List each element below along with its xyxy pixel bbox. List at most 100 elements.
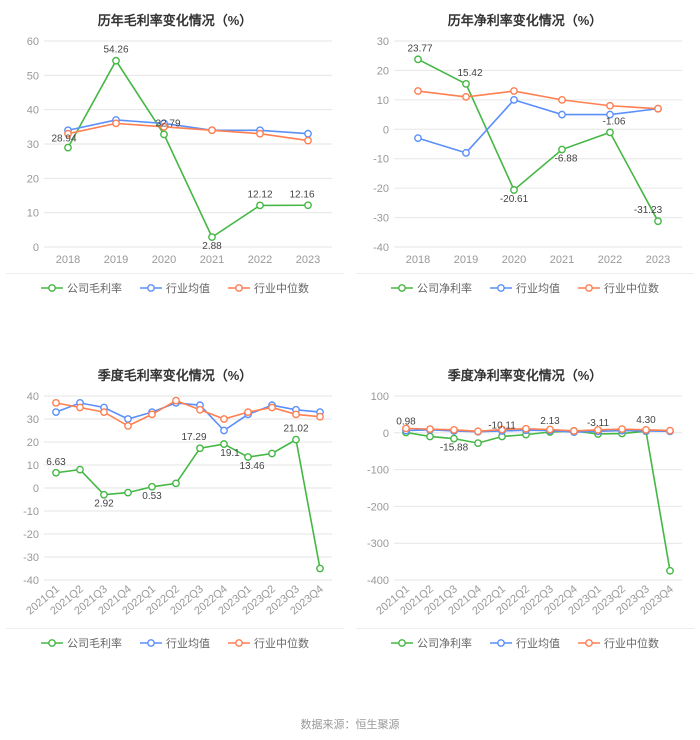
legend-marker-icon bbox=[140, 282, 162, 294]
svg-text:-20: -20 bbox=[23, 529, 39, 541]
legend: 公司毛利率行业均值行业中位数 bbox=[6, 273, 344, 304]
legend-item: 行业均值 bbox=[140, 280, 210, 296]
svg-text:10: 10 bbox=[377, 95, 389, 107]
svg-text:17.29: 17.29 bbox=[181, 432, 206, 443]
svg-text:2018: 2018 bbox=[56, 254, 80, 266]
svg-text:19.1: 19.1 bbox=[220, 448, 240, 459]
svg-text:-15.88: -15.88 bbox=[440, 443, 469, 454]
chart-area: -40-30-20-100102030402021Q12021Q22021Q32… bbox=[6, 386, 344, 626]
legend-label: 行业中位数 bbox=[604, 280, 659, 296]
legend: 公司净利率 行业均值 行业中位数 bbox=[356, 628, 694, 659]
svg-text:60: 60 bbox=[27, 36, 39, 48]
svg-text:32.79: 32.79 bbox=[155, 118, 180, 129]
panel-bottom-left: 季度毛利率变化情况（%） -40-30-20-100102030402021Q1… bbox=[0, 355, 350, 710]
svg-text:0: 0 bbox=[383, 428, 389, 440]
data-source-footer: 数据来源：恒生聚源 bbox=[0, 710, 700, 740]
legend-item: 行业均值 bbox=[490, 280, 560, 296]
panel-title: 历年净利率变化情况（%） bbox=[356, 10, 694, 29]
svg-text:0: 0 bbox=[383, 124, 389, 136]
legend-marker-icon bbox=[578, 637, 600, 649]
svg-text:23.77: 23.77 bbox=[407, 43, 432, 54]
panel-title: 历年毛利率变化情况（%） bbox=[6, 10, 344, 29]
svg-text:2.92: 2.92 bbox=[94, 499, 114, 510]
svg-text:-20.61: -20.61 bbox=[500, 194, 529, 205]
chart-grid: 历年毛利率变化情况（%） 010203040506020182019202020… bbox=[0, 0, 700, 710]
svg-text:2019: 2019 bbox=[454, 254, 478, 266]
svg-text:-100: -100 bbox=[367, 465, 389, 477]
svg-text:2.88: 2.88 bbox=[202, 241, 222, 252]
legend-marker-icon bbox=[41, 282, 63, 294]
svg-text:-300: -300 bbox=[367, 538, 389, 550]
legend-label: 公司毛利率 bbox=[67, 635, 122, 651]
legend-marker-icon bbox=[140, 637, 162, 649]
svg-text:40: 40 bbox=[27, 391, 39, 403]
legend-label: 行业中位数 bbox=[604, 635, 659, 651]
svg-text:-20: -20 bbox=[373, 183, 389, 195]
svg-text:30: 30 bbox=[377, 36, 389, 48]
svg-text:10: 10 bbox=[27, 208, 39, 220]
svg-text:30: 30 bbox=[27, 414, 39, 426]
line-chart-svg: -40-30-20-100102030201820192020202120222… bbox=[356, 31, 694, 271]
svg-text:0: 0 bbox=[33, 242, 39, 254]
svg-text:2023: 2023 bbox=[646, 254, 670, 266]
legend-item: 行业中位数 bbox=[578, 635, 659, 651]
legend-item: 行业中位数 bbox=[228, 635, 309, 651]
panel-title: 季度毛利率变化情况（%） bbox=[6, 365, 344, 384]
line-chart-svg: -400-300-200-10001002021Q12021Q22021Q320… bbox=[356, 386, 694, 626]
legend-marker-icon bbox=[490, 282, 512, 294]
svg-text:2022: 2022 bbox=[248, 254, 272, 266]
svg-text:50: 50 bbox=[27, 70, 39, 82]
legend-marker-icon bbox=[578, 282, 600, 294]
svg-text:10: 10 bbox=[27, 460, 39, 472]
legend-item: 公司毛利率 bbox=[41, 635, 122, 651]
svg-text:20: 20 bbox=[27, 437, 39, 449]
panel-title: 季度净利率变化情况（%） bbox=[356, 365, 694, 384]
legend-item: 行业中位数 bbox=[228, 280, 309, 296]
legend-label: 行业均值 bbox=[516, 280, 560, 296]
legend-label: 行业均值 bbox=[516, 635, 560, 651]
svg-text:-31.23: -31.23 bbox=[634, 205, 663, 216]
svg-text:2019: 2019 bbox=[104, 254, 128, 266]
panel-top-right: 历年净利率变化情况（%） -40-30-20-10010203020182019… bbox=[350, 0, 700, 355]
svg-text:2020: 2020 bbox=[152, 254, 176, 266]
legend-item: 行业均值 bbox=[140, 635, 210, 651]
svg-text:2021: 2021 bbox=[550, 254, 574, 266]
svg-text:30: 30 bbox=[27, 139, 39, 151]
svg-text:0.53: 0.53 bbox=[142, 491, 162, 502]
svg-text:20: 20 bbox=[27, 173, 39, 185]
svg-text:2.13: 2.13 bbox=[540, 416, 560, 427]
legend-item: 行业均值 bbox=[490, 635, 560, 651]
legend: 公司净利率行业均值行业中位数 bbox=[356, 273, 694, 304]
svg-text:6.63: 6.63 bbox=[46, 457, 66, 468]
svg-text:21.02: 21.02 bbox=[283, 424, 308, 435]
svg-text:2018: 2018 bbox=[406, 254, 430, 266]
legend-label: 公司净利率 bbox=[417, 635, 472, 651]
svg-text:4.30: 4.30 bbox=[636, 415, 656, 426]
legend-marker-icon bbox=[391, 637, 413, 649]
legend-marker-icon bbox=[228, 282, 250, 294]
svg-text:13.46: 13.46 bbox=[239, 461, 264, 472]
svg-text:40: 40 bbox=[27, 105, 39, 117]
svg-text:-3.11: -3.11 bbox=[587, 418, 609, 429]
chart-area: -400-300-200-10001002021Q12021Q22021Q320… bbox=[356, 386, 694, 626]
chart-area: 010203040506020182019202020212022202328.… bbox=[6, 31, 344, 271]
svg-text:0.98: 0.98 bbox=[396, 416, 416, 427]
svg-text:100: 100 bbox=[371, 391, 389, 403]
svg-text:-10: -10 bbox=[23, 506, 39, 518]
legend-marker-icon bbox=[41, 637, 63, 649]
legend-marker-icon bbox=[391, 282, 413, 294]
legend-marker-icon bbox=[490, 637, 512, 649]
svg-text:15.42: 15.42 bbox=[457, 68, 482, 79]
svg-text:-40: -40 bbox=[23, 575, 39, 587]
legend-marker-icon bbox=[228, 637, 250, 649]
svg-text:-30: -30 bbox=[373, 213, 389, 225]
legend-label: 行业中位数 bbox=[254, 635, 309, 651]
legend-label: 行业均值 bbox=[166, 280, 210, 296]
svg-text:-30: -30 bbox=[23, 552, 39, 564]
svg-text:-10: -10 bbox=[373, 154, 389, 166]
svg-text:28.94: 28.94 bbox=[51, 134, 76, 145]
legend-label: 行业均值 bbox=[166, 635, 210, 651]
svg-text:-400: -400 bbox=[367, 575, 389, 587]
panel-top-left: 历年毛利率变化情况（%） 0 10 20 30 40 50 60 2018 2019 2020 20… bbox=[0, 0, 350, 355]
legend-item: 行业中位数 bbox=[578, 280, 659, 296]
